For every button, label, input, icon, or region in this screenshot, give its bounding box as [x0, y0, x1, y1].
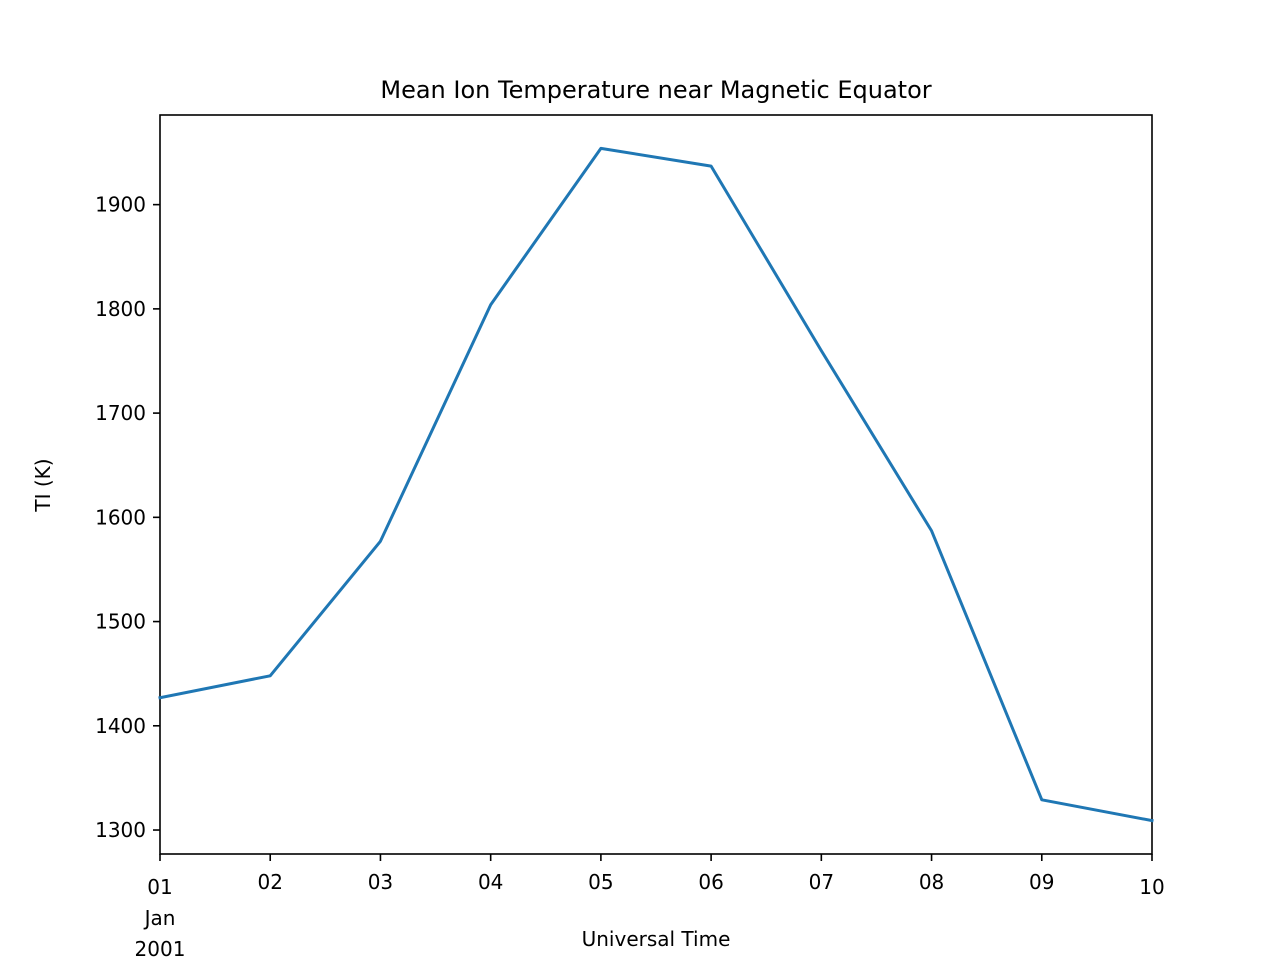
- y-tick-label: 1800: [95, 297, 146, 321]
- chart-title: Mean Ion Temperature near Magnetic Equat…: [380, 76, 931, 104]
- y-tick-label: 1500: [95, 610, 146, 634]
- x-tick-label: 06: [698, 870, 723, 894]
- plot-frame: [159, 114, 1153, 855]
- x-axis-label: Universal Time: [582, 927, 731, 951]
- x-tick-sublabel: Jan: [143, 906, 176, 930]
- y-tick-label: 1400: [95, 714, 146, 738]
- plot-area: [158, 114, 1154, 855]
- x-tick-label: 10: [1139, 875, 1164, 899]
- y-tick-label: 1900: [95, 193, 146, 217]
- x-tick-label: 02: [257, 870, 282, 894]
- y-tick-label: 1300: [95, 818, 146, 842]
- x-tick-sublabel: 2001: [135, 937, 186, 960]
- x-axis: 01 Jan 2001 02 03 04 05 06 07 08 09 10: [135, 854, 1165, 960]
- x-tick-label: 08: [919, 870, 944, 894]
- y-axis: 1300 1400 1500 1600 1700 1800 1900: [95, 193, 160, 842]
- x-tick-label: 05: [588, 870, 613, 894]
- y-tick-label: 1600: [95, 505, 146, 529]
- y-tick-label: 1700: [95, 401, 146, 425]
- x-tick-label: 07: [809, 870, 834, 894]
- x-tick-label: 01: [147, 875, 172, 899]
- series-line: [158, 146, 1154, 823]
- x-tick-label: 04: [478, 870, 503, 894]
- x-tick-label: 09: [1029, 870, 1054, 894]
- y-axis-label: TI (K): [31, 458, 55, 512]
- x-tick-label: 03: [368, 870, 393, 894]
